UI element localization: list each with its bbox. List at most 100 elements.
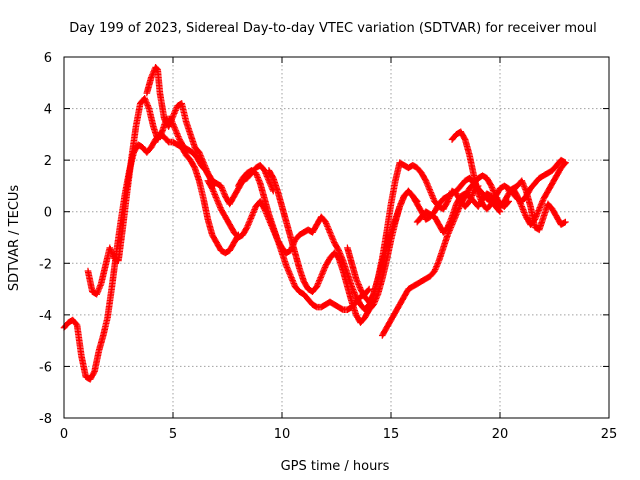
data-point-fill — [353, 294, 364, 307]
data-point-fill — [146, 106, 157, 129]
data-point — [431, 267, 438, 275]
data-point-fill — [480, 172, 490, 181]
data-point-fill — [423, 178, 433, 193]
data-point-fill — [348, 261, 360, 281]
data-point — [426, 187, 434, 195]
data-point-fill — [84, 269, 96, 294]
data-point — [213, 195, 220, 203]
data-point-fill — [91, 349, 102, 374]
data-point-fill — [235, 176, 246, 188]
data-point-fill — [493, 186, 503, 199]
data-point-fill — [406, 162, 416, 171]
data-point-fill — [428, 211, 437, 220]
data-point-fill — [497, 183, 507, 192]
data-point-fill — [502, 183, 511, 192]
data-point — [348, 283, 356, 290]
data-point-fill — [519, 204, 529, 219]
data-point-fill — [287, 235, 298, 255]
data-point-fill — [205, 178, 215, 191]
data-point-fill — [253, 171, 263, 186]
data-point-fill — [141, 96, 152, 111]
data-point-fill — [384, 318, 394, 330]
x-tick-label: 0 — [60, 427, 68, 442]
data-point-fill — [410, 194, 420, 206]
data-point-fill — [178, 101, 190, 124]
data-point-fill — [470, 173, 482, 196]
data-point-fill — [383, 238, 394, 263]
data-point-fill — [527, 204, 538, 230]
data-point-fill — [309, 222, 320, 235]
data-point-fill — [292, 251, 303, 271]
data-point-fill — [231, 186, 241, 199]
data-point-fill — [196, 178, 207, 201]
data-point-fill — [545, 181, 555, 194]
data-point-fill — [440, 233, 451, 250]
data-point-fill — [87, 369, 98, 382]
data-point — [326, 229, 334, 236]
data-point-fill — [344, 245, 355, 266]
data-point-fill — [100, 315, 111, 338]
data-point — [335, 247, 342, 254]
data-point-fill — [462, 199, 472, 209]
data-point — [283, 262, 290, 270]
data-point-fill — [78, 354, 89, 379]
axis-ticks — [63, 56, 610, 419]
data-point-fill — [70, 317, 80, 328]
data-point-fill — [248, 204, 259, 219]
y-axis-label: SDTVAR / TECUs — [7, 185, 22, 292]
data-point-fill — [467, 193, 477, 204]
data-point-fill — [506, 185, 516, 194]
data-point-fill — [336, 304, 346, 313]
data-point-fill — [266, 178, 276, 193]
x-tick-label: 15 — [383, 427, 400, 442]
plot-frame — [63, 56, 610, 419]
data-point-fill — [441, 193, 450, 202]
data-point-fill — [414, 214, 424, 225]
x-tick-label: 5 — [169, 427, 177, 442]
data-point — [313, 283, 321, 290]
data-point-fill — [336, 248, 346, 263]
data-point — [195, 149, 203, 156]
data-point — [208, 185, 216, 192]
data-point-fill — [218, 207, 228, 219]
data-point-fill — [297, 229, 307, 238]
series-trace-11 — [413, 159, 569, 236]
y-tick-label: -8 — [39, 412, 52, 427]
data-point-fill — [488, 194, 499, 206]
data-point-fill — [541, 170, 551, 179]
data-point-fill — [327, 299, 337, 308]
data-point-fill — [432, 201, 442, 214]
data-point-fill — [362, 302, 372, 312]
data-point-fill — [318, 264, 329, 279]
data-point-fill — [61, 320, 71, 331]
data-point-fill — [95, 333, 107, 353]
data-point-fill — [419, 276, 429, 284]
data-point-fill — [331, 250, 342, 261]
data-point-fill — [165, 114, 176, 129]
data-point — [535, 205, 543, 213]
data-point — [93, 290, 100, 298]
data-point-fill — [279, 204, 290, 224]
data-point-fill — [449, 132, 459, 142]
data-point-fill — [549, 207, 560, 219]
data-point-fill — [135, 142, 145, 150]
data-point-fill — [322, 220, 333, 235]
data-point-fill — [423, 273, 433, 282]
data-point-fill — [209, 186, 220, 201]
data-point — [141, 94, 148, 102]
data-point-fill — [227, 194, 237, 206]
data-point-fill — [200, 196, 211, 222]
data-point-fill — [179, 145, 189, 157]
data-point — [365, 285, 373, 293]
y-tick-label: 2 — [44, 154, 52, 169]
data-point-fill — [190, 150, 200, 160]
data-point-fill — [358, 315, 368, 325]
data-point — [474, 190, 482, 197]
data-point-fill — [397, 294, 407, 307]
data-point-fill — [410, 281, 420, 290]
data-point-fill — [445, 191, 455, 199]
data-point-fill — [143, 75, 155, 95]
data-point-fill — [410, 162, 420, 171]
data-point-fill — [432, 214, 442, 227]
